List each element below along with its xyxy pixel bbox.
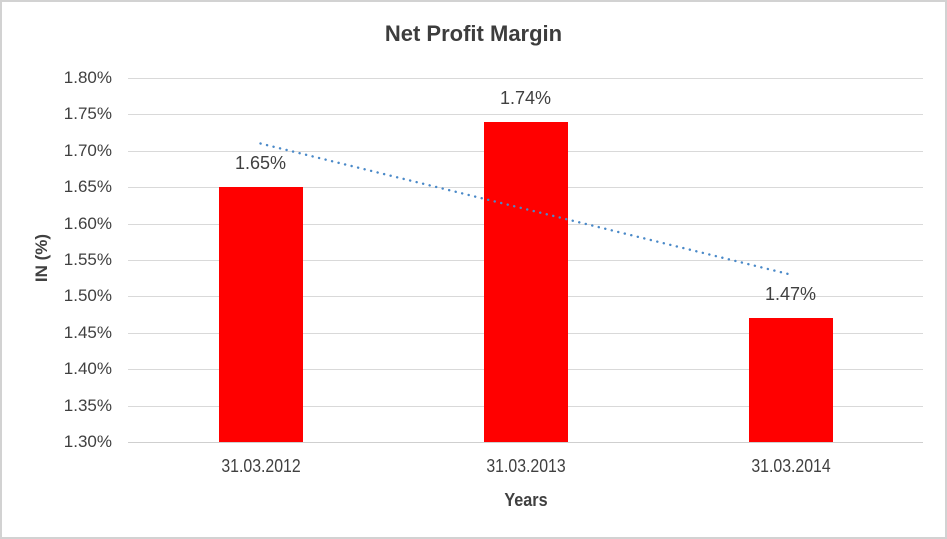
y-tick-label: 1.75% bbox=[63, 104, 112, 124]
chart-title: Net Profit Margin bbox=[384, 21, 563, 46]
y-tick-label: 1.70% bbox=[63, 140, 112, 160]
y-tick-label: 1.80% bbox=[63, 68, 112, 87]
gridline bbox=[128, 78, 923, 79]
bar bbox=[483, 121, 568, 442]
x-tick-label: 31.03.2013 bbox=[485, 456, 566, 476]
gridline bbox=[128, 114, 923, 116]
y-tick-label: 1.50% bbox=[63, 286, 112, 306]
y-tick-label: 1.30% bbox=[63, 432, 112, 451]
y-tick-label: 1.65% bbox=[63, 177, 112, 197]
y-tick-label: 1.55% bbox=[63, 250, 112, 269]
y-tick-label: 1.35% bbox=[63, 395, 112, 415]
y-tick-label: 1.45% bbox=[63, 322, 112, 342]
bar-data-label: 1.65% bbox=[234, 153, 287, 174]
bar-data-label: 1.74% bbox=[499, 87, 552, 108]
x-axis-title: Years bbox=[503, 490, 548, 510]
y-tick-label: 1.40% bbox=[63, 359, 112, 379]
trendline bbox=[259, 142, 792, 276]
trendline-path bbox=[259, 142, 792, 276]
x-tick-label: 31.03.2014 bbox=[750, 456, 831, 476]
x-axis-line bbox=[128, 442, 923, 443]
bar bbox=[218, 187, 303, 442]
y-tick-label: 1.60% bbox=[63, 213, 112, 233]
bar-data-label: 1.47% bbox=[764, 284, 817, 305]
x-tick-label: 31.03.2012 bbox=[220, 456, 301, 476]
bar bbox=[748, 318, 833, 442]
plot-area: 1.65% 1.74% 1.47% bbox=[128, 78, 923, 443]
